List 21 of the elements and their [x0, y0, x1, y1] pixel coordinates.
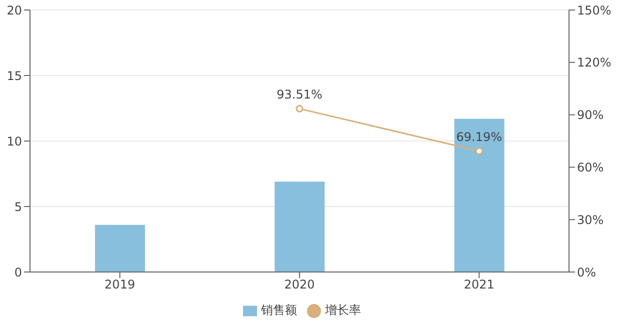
bar	[95, 224, 145, 272]
legend-label: 销售额	[261, 303, 297, 317]
data-label: 69.19%	[456, 130, 502, 144]
y2-tick-label: 120%	[577, 56, 612, 70]
bar	[274, 182, 325, 272]
bar	[454, 118, 504, 272]
x-tick-label: 2020	[284, 278, 315, 292]
x-tick-label: 2021	[464, 278, 494, 292]
y-tick-label: 5	[14, 200, 22, 214]
x-tick-label: 2019	[104, 278, 136, 292]
y2-tick-label: 60%	[577, 160, 604, 174]
y2-tick-label: 150%	[577, 3, 612, 18]
y-tick-label: 10	[6, 134, 22, 148]
y2-tick-label: 0%	[577, 265, 596, 280]
y-tick-label: 15	[6, 68, 22, 83]
y-tick-label: 0	[14, 265, 22, 280]
y-tick-label: 20	[6, 3, 22, 18]
y2-tick-label: 90%	[577, 108, 604, 122]
legend-label: 增长率	[325, 303, 361, 317]
y2-tick-label: 30%	[577, 212, 604, 227]
data-label: 93.51%	[276, 88, 322, 102]
